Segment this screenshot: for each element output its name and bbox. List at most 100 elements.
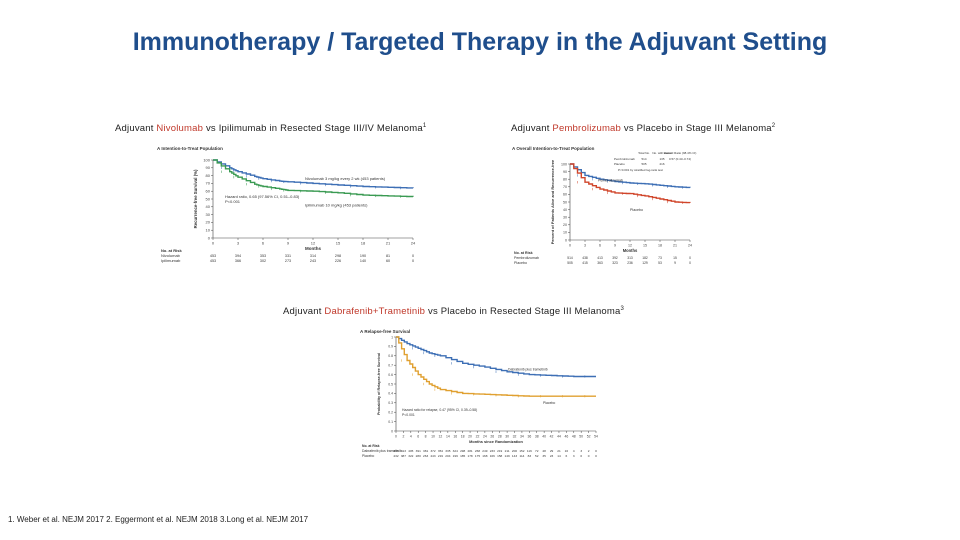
x-tick-label: 26: [490, 435, 494, 439]
risk-table-cell: 72: [535, 449, 539, 453]
risk-table-cell: 140: [360, 259, 366, 263]
km-chart-svg: A Overall Intention-to-Treat Population 0…: [512, 146, 697, 265]
x-tick-label: 52: [587, 435, 591, 439]
legend-table-header: Hazard Ratio (98.4% CI): [664, 151, 697, 155]
risk-table-cell: 0: [595, 449, 597, 453]
x-tick-label: 38: [535, 435, 539, 439]
x-tick-label: 6: [417, 435, 419, 439]
km-curve-treatment: [570, 163, 691, 189]
risk-table-title: No. at Risk: [514, 251, 533, 255]
risk-table-cell: 35: [542, 454, 546, 458]
x-tick-label: 21: [386, 241, 391, 246]
risk-table-cell: 432: [393, 454, 398, 458]
references-footer: 1. Weber et al. NEJM 2017 2. Eggermont e…: [8, 515, 309, 524]
risk-table-cell: 204: [445, 454, 450, 458]
risk-table-cell: 6: [566, 454, 568, 458]
caption-text: Adjuvant: [283, 306, 325, 318]
risk-table-cell: 453: [210, 254, 216, 258]
risk-table-cell: 236: [627, 261, 633, 265]
y-axis-label: Probability of Relapse-free Survival: [377, 353, 381, 415]
x-tick-label: 18: [461, 435, 465, 439]
risk-table-label: Placebo: [514, 261, 527, 265]
risk-table-cell: 514: [567, 256, 573, 260]
risk-table-cell: 60: [386, 259, 390, 263]
risk-table-cell: 15: [673, 256, 677, 260]
x-tick-label: 24: [411, 241, 416, 246]
risk-table-cell: 53: [658, 261, 662, 265]
y-tick-label: 30: [206, 212, 211, 217]
x-tick-label: 12: [628, 244, 632, 248]
y-tick-label: 1: [391, 335, 393, 339]
y-axis-label: Recurrence-free Survival (%): [193, 169, 198, 228]
y-tick-label: 0.7: [388, 364, 393, 368]
hazard-ratio-annotation: Hazard ratio, 0.65 (97.56% CI, 0.51–0.83…: [225, 194, 300, 199]
x-tick-label: 3: [237, 241, 240, 246]
y-tick-label: 50: [206, 196, 211, 201]
risk-table-cell: 199: [453, 454, 458, 458]
panel-label: A Overall Intention-to-Treat Population: [512, 146, 595, 151]
y-tick-label: 0.3: [388, 401, 393, 405]
legend-table-cell: 135: [659, 157, 664, 161]
hazard-ratio-annotation: Hazard ratio for relapse, 0.47 (95% CI, …: [402, 408, 477, 412]
risk-table-cell: 21: [557, 449, 561, 453]
risk-table-cell: 81: [386, 254, 390, 258]
y-tick-label: 60: [206, 189, 211, 194]
risk-table-cell: 0: [412, 259, 414, 263]
risk-table-cell: 185: [460, 454, 465, 458]
risk-table-cell: 190: [360, 254, 366, 258]
legend-table-header: No. with Event: [652, 151, 672, 155]
x-tick-label: 0: [569, 244, 571, 248]
risk-table-cell: 387: [401, 454, 406, 458]
risk-table-cell: 3: [580, 449, 582, 453]
legend-table-note: P<0.001 by stratified log-rank test: [618, 168, 663, 172]
y-tick-label: 80: [206, 173, 211, 178]
reference-number: 2: [771, 123, 776, 129]
x-tick-label: 24: [688, 244, 692, 248]
legend-table-label: Pembrolizumab: [614, 157, 635, 161]
risk-table-cell: 166: [490, 454, 495, 458]
risk-table-cell: 249: [482, 449, 487, 453]
x-tick-label: 50: [579, 435, 583, 439]
risk-table-cell: 4: [573, 449, 575, 453]
risk-table-cell: 322: [408, 454, 413, 458]
legend-table-header: Total No.: [638, 151, 650, 155]
risk-table-cell: 298: [460, 449, 465, 453]
y-tick-label: 0.9: [388, 345, 393, 349]
y-tick-label: 0.8: [388, 354, 393, 358]
risk-table-cell: 372: [430, 449, 435, 453]
y-tick-label: 90: [206, 165, 211, 170]
km-chart-nivolumab: A Intention-to-Treat Population 0 10 20 30 40…: [155, 142, 420, 280]
risk-table-cell: 381: [423, 449, 428, 453]
risk-table-cell: 366: [235, 259, 241, 263]
y-tick-label: 0.2: [388, 411, 393, 415]
x-axis-label: Months since Randomization: [469, 439, 523, 444]
x-tick-label: 22: [476, 435, 480, 439]
y-tick-label: 10: [563, 231, 567, 235]
caption-text: Adjuvant: [511, 123, 553, 135]
y-tick-label: 0: [208, 235, 211, 240]
risk-table-cell: 149: [505, 454, 510, 458]
series-label: Ipilimumab 10 mg/kg (453 patients): [305, 203, 368, 208]
x-tick-label: 44: [557, 435, 561, 439]
series-label: Placebo: [543, 401, 555, 405]
risk-table-cell: 219: [438, 454, 443, 458]
risk-table-cell: 16: [565, 449, 569, 453]
risk-table-cell: 331: [285, 254, 291, 258]
caption-text: vs Placebo in Resected Stage III Melanom…: [425, 306, 621, 318]
y-tick-label: 40: [206, 204, 211, 209]
slide-title: Immunotherapy / Targeted Therapy in the …: [132, 28, 828, 56]
x-axis-label: Months: [623, 248, 638, 253]
risk-table-cell: 116: [527, 449, 532, 453]
x-tick-label: 21: [673, 244, 677, 248]
y-tick-label: 10: [206, 228, 211, 233]
y-tick-label: 30: [563, 216, 567, 220]
x-tick-label: 4: [410, 435, 412, 439]
legend-table-cell: 0.57 (0.43–0.74): [669, 157, 691, 161]
reference-number: 3: [620, 306, 625, 312]
risk-table-label: Nivolumab: [161, 253, 181, 258]
y-tick-label: 70: [206, 181, 211, 186]
km-chart-pembrolizumab: A Overall Intention-to-Treat Population 0…: [510, 142, 700, 280]
caption-text: Adjuvant: [115, 123, 157, 135]
risk-table-cell: 226: [335, 259, 341, 263]
y-axis-label: Percent of Patients Alive and Recurrence…: [550, 159, 555, 244]
